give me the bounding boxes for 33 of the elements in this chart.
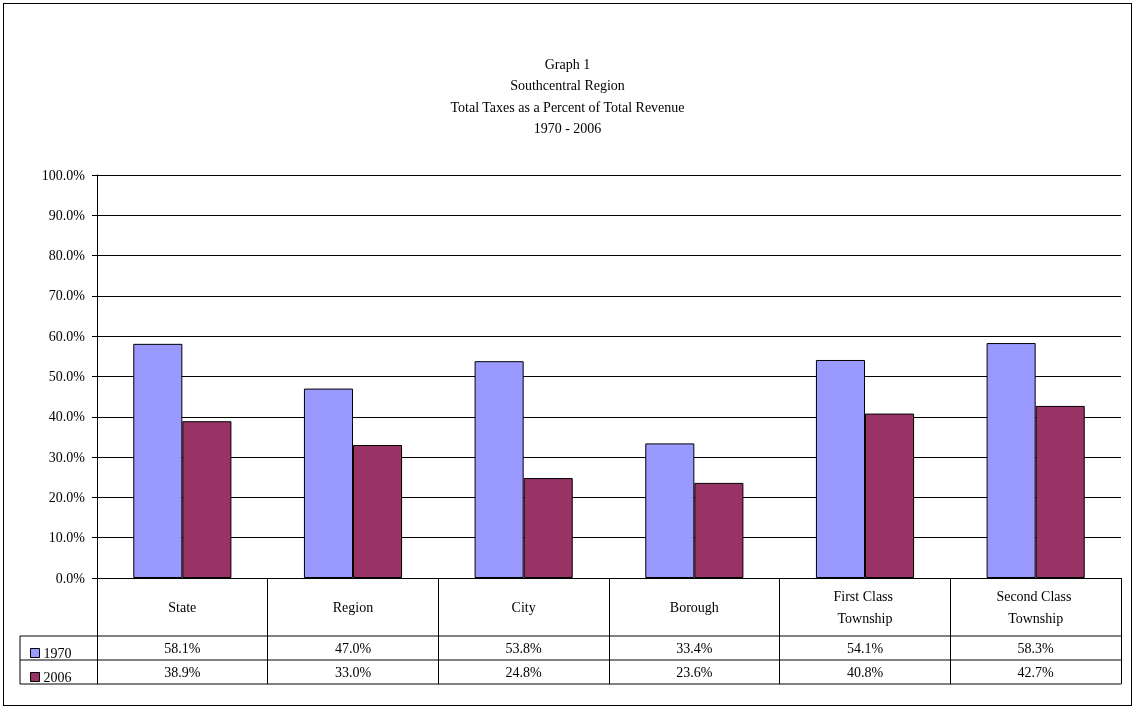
x-tick-label: State bbox=[168, 599, 197, 615]
data-label: 40.8% bbox=[846, 664, 884, 680]
y-tick-label: 0.0% bbox=[55, 570, 86, 586]
x-tick-label: Second Class Township bbox=[996, 588, 1075, 626]
y-tick-label: 60.0% bbox=[48, 328, 86, 344]
data-label: 33.0% bbox=[334, 664, 372, 680]
y-tick-label: 50.0% bbox=[48, 369, 86, 384]
y-tick-label: 90.0% bbox=[48, 207, 86, 223]
x-tick-label: City bbox=[511, 599, 536, 615]
y-tick-label: 20.0% bbox=[48, 489, 86, 505]
data-label: 53.8% bbox=[505, 640, 543, 656]
legend-label: 1970 bbox=[43, 645, 72, 661]
x-tick-label: Region bbox=[332, 599, 374, 615]
data-label: 47.0% bbox=[334, 640, 372, 656]
data-label: 58.1% bbox=[164, 640, 201, 656]
data-label: 42.7% bbox=[1017, 664, 1055, 680]
data-label: 33.4% bbox=[676, 640, 713, 656]
legend-label: 2006 bbox=[43, 669, 72, 685]
y-tick-label: 100.0% bbox=[41, 167, 86, 183]
y-tick-label: 30.0% bbox=[48, 449, 86, 465]
data-label: 54.1% bbox=[846, 640, 884, 656]
y-tick-label: 10.0% bbox=[48, 530, 86, 546]
x-tick-label: Borough bbox=[669, 599, 719, 615]
y-tick-label: 40.0% bbox=[48, 409, 86, 425]
data-label: 23.6% bbox=[676, 664, 713, 680]
data-label: 58.3% bbox=[1017, 640, 1055, 656]
y-tick-label: 80.0% bbox=[48, 248, 86, 264]
data-label: 38.9% bbox=[164, 664, 201, 680]
y-tick-label: 70.0% bbox=[48, 288, 86, 304]
data-label: 24.8% bbox=[505, 664, 543, 680]
x-tick-label: First Class Township bbox=[833, 588, 897, 626]
chart-title: Graph 1 bbox=[544, 56, 591, 72]
chart-subtitle: Southcentral Region Total Taxes as a Percent of Total Revenue 1970 - 2006 bbox=[450, 78, 685, 137]
